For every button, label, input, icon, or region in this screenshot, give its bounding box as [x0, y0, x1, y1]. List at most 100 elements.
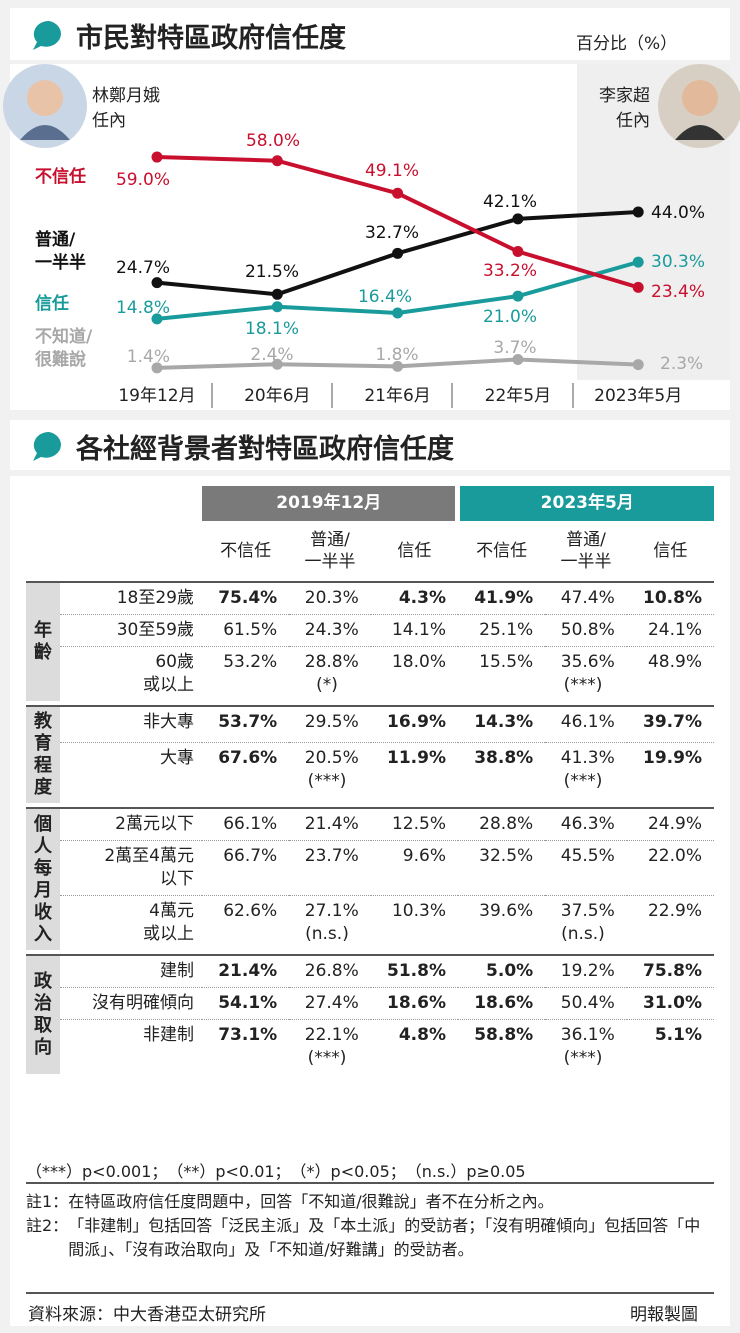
cell: 53.7%	[202, 704, 290, 743]
credit: 明報製圖	[630, 1305, 698, 1325]
value-label: 14.8%	[116, 298, 170, 318]
point	[512, 290, 524, 302]
table-row: 4萬元 或以上 62.6% 27.1% (n.s.) 10.3% 39.6% 37.5% (n…	[26, 896, 714, 951]
divider	[26, 1292, 714, 1294]
cell: 58.8%	[458, 1020, 545, 1075]
cell: 31.0%	[626, 987, 714, 1020]
cell: 21.4%	[202, 954, 290, 988]
cell: 75.4%	[202, 581, 290, 615]
table-row: 年齡 18至29歲 75.4% 20.3% 4.3% 41.9% 47.4% 10.8%	[26, 581, 714, 701]
cell-value: 11.9%	[387, 747, 446, 768]
note: 註1： 在特區政府信任度問題中，回答「不知道/很難說」者不在分析之內。	[26, 1190, 714, 1214]
portrait-label: 李家超 任內	[599, 86, 650, 131]
cell: 24.9%	[626, 807, 714, 841]
cell-value: 22.1%	[304, 1025, 359, 1045]
cell: 39.7%	[626, 704, 714, 743]
cell: 22.9%	[627, 896, 714, 951]
table-group: 年齡 18至29歲 75.4% 20.3% 4.3% 41.9% 47.4% 10.8% 30至…	[26, 581, 714, 702]
cell-value: 61.5%	[223, 620, 278, 640]
divider	[26, 1182, 714, 1184]
point	[632, 206, 644, 218]
cell: 19.2%	[545, 954, 627, 988]
cell-value: 9.6%	[402, 846, 446, 866]
cell: 28.8%	[457, 807, 546, 841]
row-label: 2萬至4萬元 以下	[60, 840, 202, 896]
cell-value: 21.4%	[304, 814, 359, 834]
point	[151, 362, 163, 374]
value-label: 42.1%	[483, 192, 537, 212]
note-text: 在特區政府信任度問題中，回答「不知道/很難說」者不在分析之內。	[68, 1192, 554, 1211]
point	[632, 359, 644, 371]
point	[271, 301, 283, 313]
cell: 18.0%	[371, 647, 458, 702]
cell: 20.3%	[289, 581, 371, 615]
row-label: 大專	[160, 747, 194, 768]
cell-value: 14.1%	[391, 620, 446, 640]
cell-value: 29.5%	[304, 712, 359, 732]
cell-value: 10.8%	[643, 588, 702, 608]
table-group: 政治取向 建制 21.4% 26.8% 51.8% 5.0% 19.2% 75.8% 沒有明確傾…	[26, 954, 714, 1075]
table-head: 2019年12月 2023年5月 不信任 普通/ 一半半 信任 不信任 普通/ 一半半 信任	[26, 486, 714, 582]
cell: 10.3%	[371, 896, 458, 951]
cell: 27.4%	[289, 987, 371, 1020]
cell: 9.6%	[370, 840, 458, 896]
cell: 19.9%	[627, 742, 714, 803]
value-label: 2.3%	[660, 354, 703, 374]
column-row: 不信任 普通/ 一半半 信任 不信任 普通/ 一半半 信任	[26, 521, 714, 582]
cell: 53.2%	[202, 647, 289, 702]
cell: 10.8%	[626, 581, 714, 615]
cell-value: 4.3%	[398, 588, 446, 608]
table-row: 2萬至4萬元 以下 66.7% 23.7% 9.6% 32.5% 45.5% 22.0%	[26, 840, 714, 896]
value-label: 1.8%	[375, 345, 418, 365]
cell: 73.1%	[202, 1020, 289, 1075]
cell: 38.8%	[458, 742, 545, 803]
value-label: 2.4%	[250, 345, 293, 365]
cell-value: 12.5%	[391, 814, 446, 834]
group-label: 教育程度	[26, 705, 60, 803]
value-label: 49.1%	[365, 161, 419, 181]
value-label: 44.0%	[651, 203, 705, 223]
unit: 百分比（%）	[576, 34, 678, 54]
cell: 50.4%	[545, 987, 627, 1020]
cell: 22.1% (***)	[289, 1020, 371, 1075]
cell-value: 75.8%	[643, 961, 702, 981]
cell-value: 46.3%	[560, 814, 615, 834]
cell-value: 66.7%	[223, 846, 278, 866]
series-name: 不信任	[35, 167, 86, 187]
cell: 27.1% (n.s.)	[289, 896, 371, 951]
cell: 24.1%	[626, 614, 714, 647]
point	[271, 155, 283, 167]
row-label: 30至59歲	[60, 614, 202, 647]
point	[271, 288, 283, 300]
column-header: 普通/ 一半半	[304, 530, 356, 572]
row-label: 2萬元以下	[60, 807, 202, 841]
series-name: 不知道/ 很難說	[35, 327, 93, 370]
table-title-bar: 各社經背景者對特區政府信任度	[10, 420, 730, 470]
value-label: 59.0%	[116, 170, 170, 190]
title-icon	[33, 20, 61, 50]
significance: （***）p<0.001； （**）p<0.01； （*）p<0.05； （n.…	[26, 1162, 526, 1181]
cell: 26.8%	[289, 954, 371, 988]
significance-mark: (***)	[563, 770, 603, 791]
note-label: 註2：	[26, 1216, 69, 1235]
cell-value: 4.8%	[398, 1025, 446, 1045]
point	[632, 256, 644, 268]
cell: 25.1%	[457, 614, 546, 647]
cell: 20.5% (***)	[289, 742, 371, 803]
period-header: 2023年5月	[455, 486, 714, 521]
cell: 39.6%	[458, 896, 545, 951]
cell: 24.3%	[289, 614, 371, 647]
point	[392, 307, 404, 319]
note-label: 註1：	[26, 1192, 69, 1211]
significance-mark: (***)	[307, 770, 347, 791]
row-label: 沒有明確傾向	[60, 987, 202, 1020]
cell-value: 50.8%	[560, 620, 615, 640]
cell: 47.4%	[545, 581, 627, 615]
group-label: 個人每月收入	[26, 807, 60, 950]
value-label: 30.3%	[651, 252, 705, 272]
group-label: 年齡	[26, 581, 60, 701]
significance-mark: (n.s.)	[561, 924, 605, 944]
cell: 51.8%	[370, 954, 458, 988]
table-group: 個人每月收入 2萬元以下 66.1% 21.4% 12.5% 28.8% 46.3% 24.9…	[26, 807, 714, 951]
cell-value: 15.5%	[479, 652, 534, 672]
